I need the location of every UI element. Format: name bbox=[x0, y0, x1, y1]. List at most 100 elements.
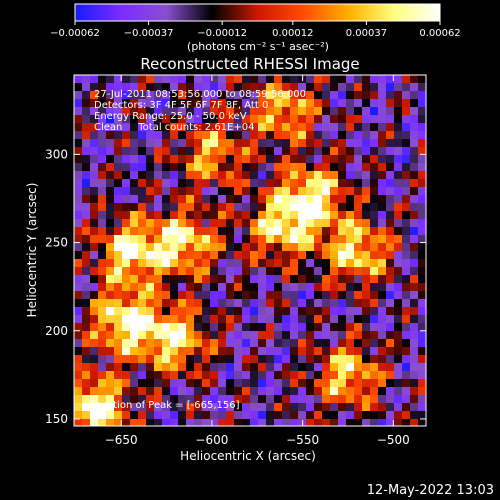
heatmap-cell bbox=[226, 235, 235, 244]
heatmap-cell bbox=[146, 99, 155, 108]
heatmap-cell bbox=[362, 267, 371, 276]
heatmap-cell bbox=[242, 243, 251, 252]
heatmap-cell bbox=[202, 235, 211, 244]
heatmap-cell bbox=[298, 115, 307, 124]
heatmap-cell bbox=[362, 195, 371, 204]
heatmap-cell bbox=[290, 75, 299, 84]
colorbar-tick-label: −0.00062 bbox=[50, 28, 100, 39]
heatmap-cell bbox=[210, 179, 219, 188]
heatmap-cell bbox=[154, 219, 163, 228]
heatmap-cell bbox=[170, 403, 179, 412]
heatmap-cell bbox=[146, 203, 155, 212]
heatmap-cell bbox=[242, 419, 251, 426]
heatmap-cell bbox=[370, 411, 379, 420]
heatmap-cell bbox=[162, 107, 171, 116]
heatmap-cell bbox=[138, 171, 147, 180]
heatmap-cell bbox=[170, 147, 179, 156]
heatmap-cell bbox=[362, 291, 371, 300]
heatmap-cell bbox=[410, 187, 419, 196]
heatmap-cell bbox=[394, 163, 403, 172]
heatmap-cell bbox=[202, 99, 211, 108]
heatmap-cell bbox=[74, 387, 83, 396]
heatmap-cell bbox=[402, 323, 411, 332]
heatmap-cell bbox=[154, 155, 163, 164]
heatmap-cell bbox=[402, 363, 411, 372]
heatmap-cell bbox=[410, 403, 419, 412]
heatmap-cell bbox=[138, 131, 147, 140]
heatmap-cell bbox=[274, 235, 283, 244]
heatmap-cell bbox=[402, 115, 411, 124]
heatmap-cell bbox=[394, 99, 403, 108]
heatmap-cell bbox=[178, 203, 187, 212]
heatmap-cell bbox=[322, 155, 331, 164]
heatmap-cell bbox=[234, 155, 243, 164]
heatmap-cell bbox=[154, 371, 163, 380]
heatmap-cell bbox=[178, 115, 187, 124]
heatmap-cell bbox=[378, 131, 387, 140]
heatmap-cell bbox=[346, 411, 355, 420]
heatmap-cell bbox=[170, 371, 179, 380]
heatmap-cell bbox=[346, 163, 355, 172]
heatmap-cell bbox=[114, 123, 123, 132]
heatmap-cell bbox=[114, 219, 123, 228]
heatmap-cell bbox=[74, 275, 83, 284]
heatmap-cell bbox=[274, 75, 283, 84]
heatmap-cell bbox=[370, 395, 379, 404]
heatmap-cell bbox=[402, 219, 411, 228]
heatmap-cell bbox=[210, 387, 219, 396]
heatmap-cell bbox=[154, 75, 163, 84]
heatmap-cell bbox=[154, 307, 163, 316]
heatmap-cell bbox=[282, 283, 291, 292]
heatmap-cell bbox=[418, 147, 426, 156]
heatmap-cell bbox=[194, 75, 203, 84]
heatmap-cell bbox=[74, 291, 83, 300]
heatmap-cell bbox=[138, 235, 147, 244]
heatmap-cell bbox=[74, 187, 83, 196]
heatmap-cell bbox=[290, 195, 299, 204]
heatmap-cell bbox=[194, 299, 203, 308]
heatmap-cell bbox=[82, 315, 91, 324]
heatmap-cell bbox=[322, 179, 331, 188]
heatmap-cell bbox=[354, 235, 363, 244]
heatmap-cell bbox=[250, 211, 259, 220]
heatmap-cell bbox=[82, 395, 91, 404]
heatmap-cell bbox=[370, 107, 379, 116]
heatmap-cell bbox=[346, 339, 355, 348]
heatmap-cell bbox=[250, 251, 259, 260]
heatmap-cell bbox=[306, 187, 315, 196]
heatmap-cell bbox=[242, 139, 251, 148]
heatmap-cell bbox=[154, 91, 163, 100]
heatmap-cell bbox=[314, 195, 323, 204]
heatmap-cell bbox=[82, 411, 91, 420]
heatmap-cell bbox=[418, 347, 426, 356]
heatmap-cell bbox=[330, 411, 339, 420]
heatmap-cell bbox=[74, 379, 83, 388]
heatmap-cell bbox=[82, 211, 91, 220]
heatmap-cell bbox=[170, 379, 179, 388]
heatmap-cell bbox=[178, 331, 187, 340]
heatmap-cell bbox=[74, 211, 83, 220]
heatmap-cell bbox=[386, 275, 395, 284]
heatmap-cell bbox=[114, 179, 123, 188]
heatmap-cell bbox=[194, 403, 203, 412]
heatmap-cell bbox=[82, 299, 91, 308]
heatmap-cell bbox=[290, 371, 299, 380]
heatmap-cell bbox=[394, 315, 403, 324]
heatmap-cell bbox=[282, 195, 291, 204]
heatmap-cell bbox=[138, 403, 147, 412]
heatmap-cell bbox=[114, 387, 123, 396]
heatmap-cell bbox=[122, 387, 131, 396]
heatmap-cell bbox=[370, 259, 379, 268]
heatmap-cell bbox=[410, 227, 419, 236]
heatmap-cell bbox=[346, 315, 355, 324]
heatmap-cell bbox=[138, 419, 147, 426]
heatmap-cell bbox=[394, 251, 403, 260]
heatmap-cell bbox=[274, 387, 283, 396]
heatmap-cell bbox=[290, 251, 299, 260]
heatmap-cell bbox=[106, 275, 115, 284]
heatmap-cell bbox=[354, 339, 363, 348]
heatmap-cell bbox=[354, 123, 363, 132]
heatmap-cell bbox=[234, 355, 243, 364]
heatmap-cell bbox=[234, 267, 243, 276]
heatmap-cell bbox=[242, 307, 251, 316]
